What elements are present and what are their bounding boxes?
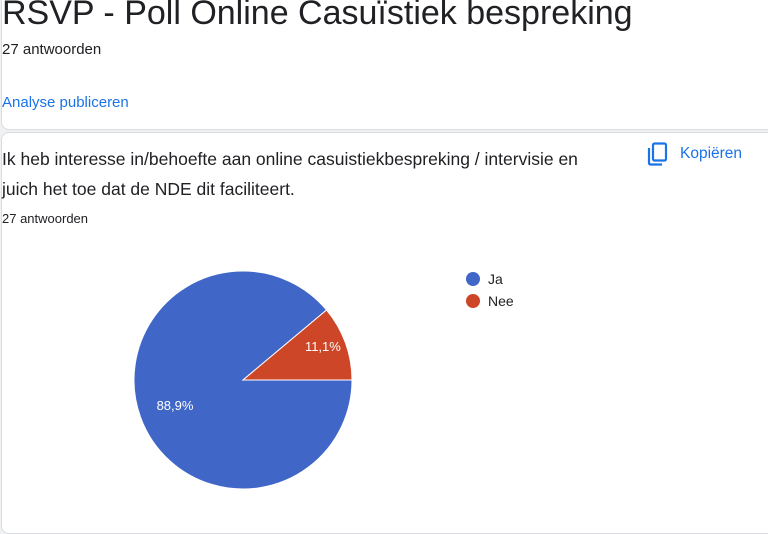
legend-label-ja: Ja [488, 271, 503, 287]
copy-button[interactable]: Kopiëren [646, 142, 742, 166]
question-card [1, 132, 768, 534]
form-title: RSVP - Poll Online Casuïstiek bespreking [2, 0, 633, 32]
pie-label-ja: 88,9% [157, 398, 194, 413]
response-count: 27 antwoorden [2, 41, 102, 58]
form-summary-card [1, 0, 768, 130]
question-response-count: 27 antwoorden [2, 211, 89, 226]
chart-legend: Ja Nee [466, 268, 514, 312]
legend-dot-ja [466, 272, 480, 286]
legend-dot-nee [466, 294, 480, 308]
pie-label-nee: 11,1% [305, 339, 341, 354]
legend-label-nee: Nee [488, 293, 514, 309]
pie-slice-ja [133, 270, 353, 490]
publish-analysis-link[interactable]: Analyse publiceren [2, 94, 129, 111]
legend-item-nee: Nee [466, 290, 514, 312]
legend-item-ja: Ja [466, 268, 514, 290]
pie-chart: 88,9% 11,1% [133, 270, 353, 490]
copy-icon [647, 142, 668, 166]
copy-label: Kopiëren [680, 145, 743, 162]
pie-slice-nee [241, 309, 353, 381]
question-text: Ik heb interesse in/behoefte aan online … [2, 149, 578, 199]
